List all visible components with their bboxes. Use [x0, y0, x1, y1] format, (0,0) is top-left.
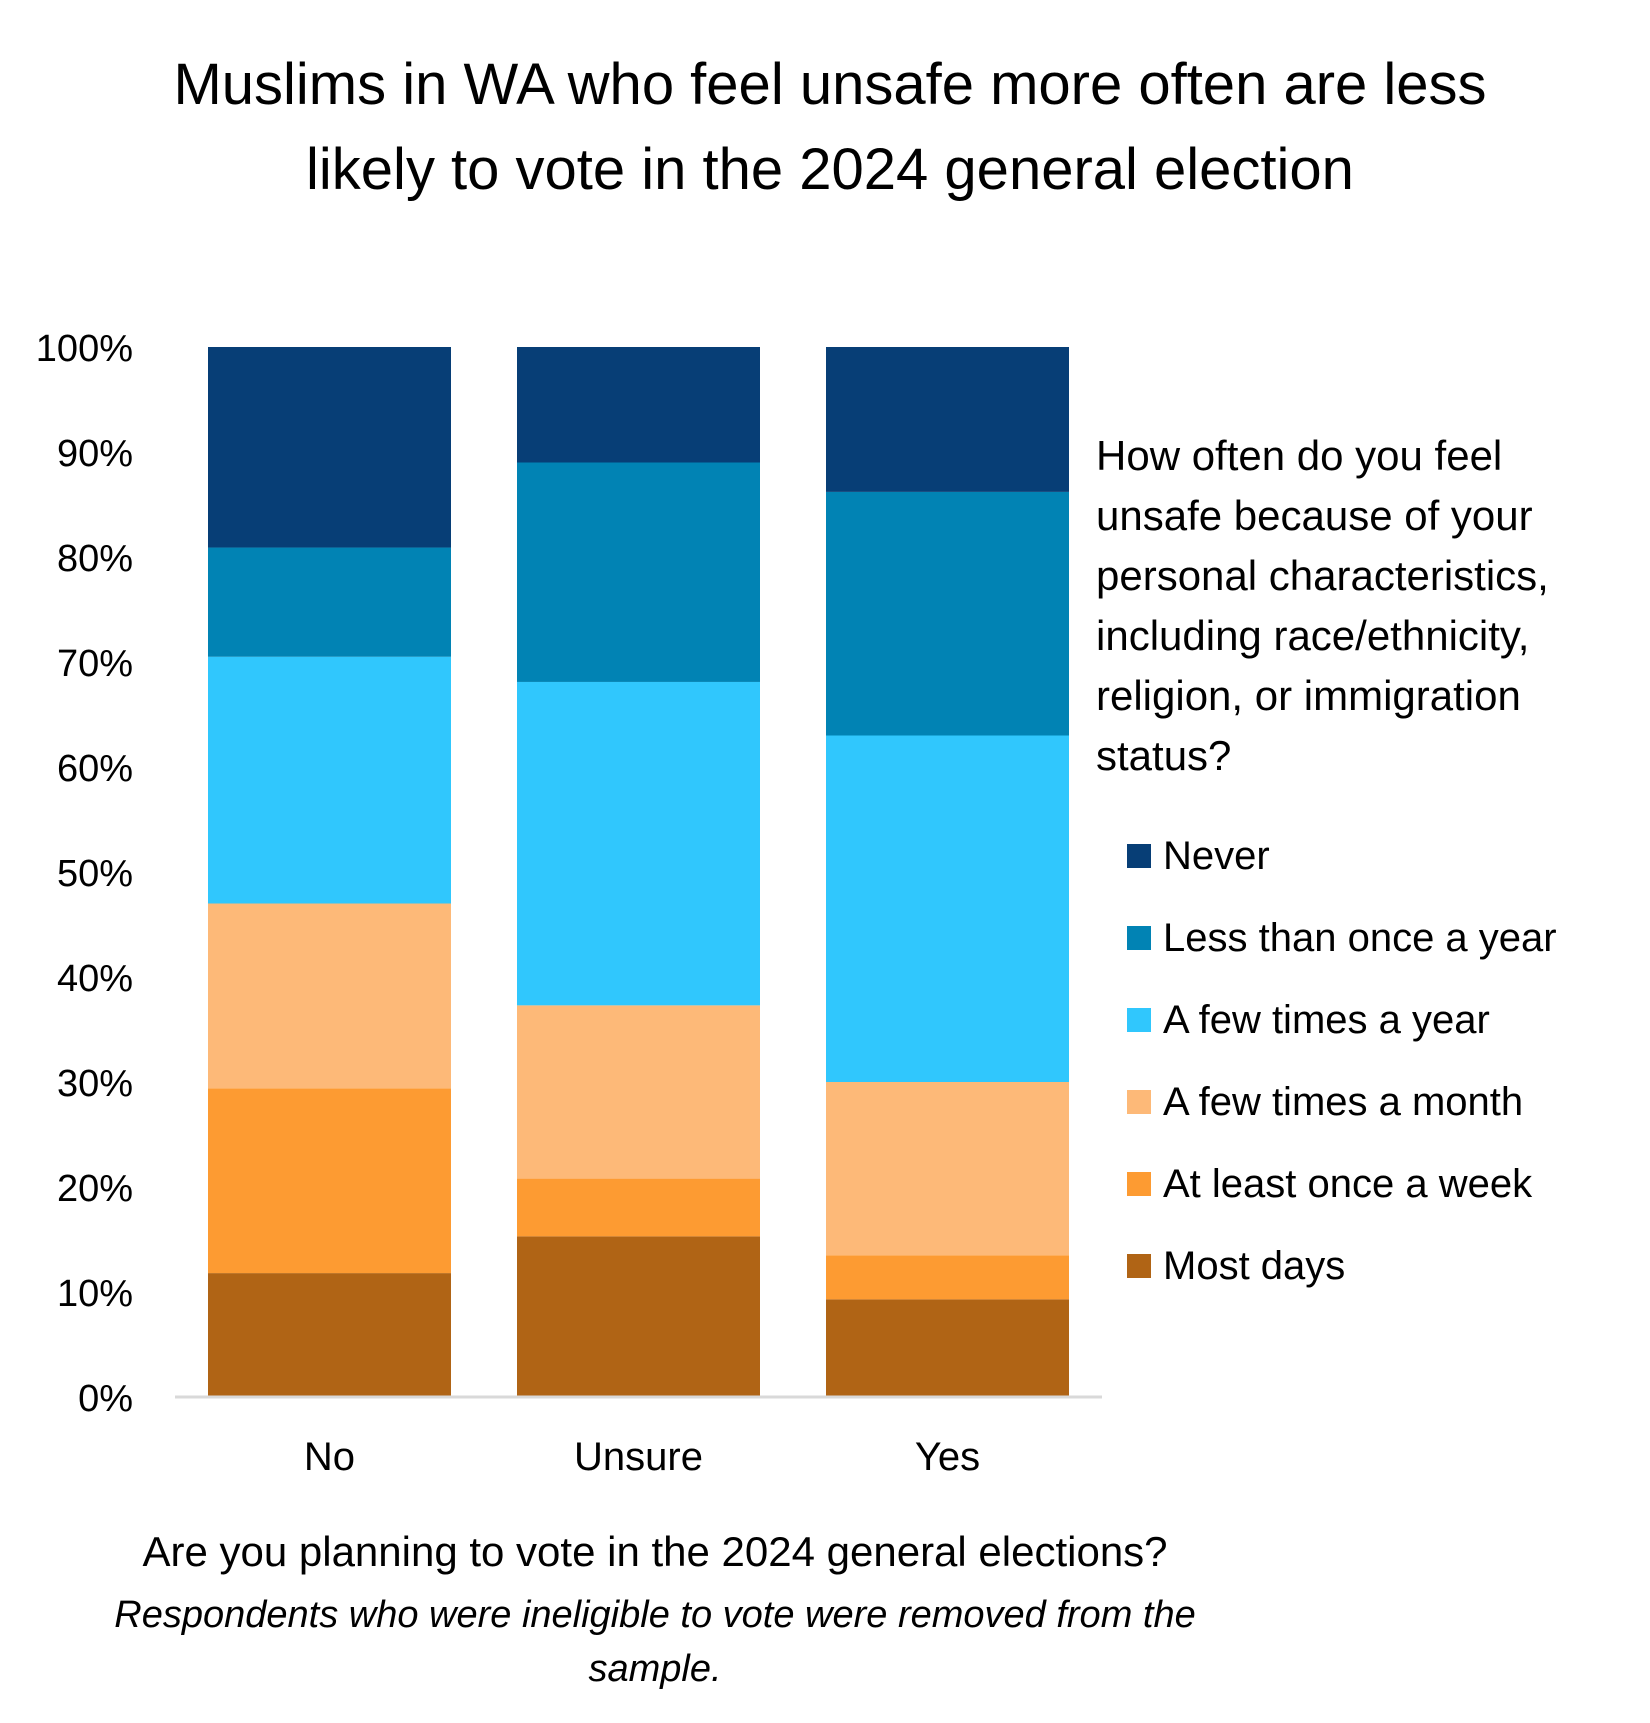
legend-swatch: [1127, 1254, 1151, 1278]
y-tick-label: 60%: [57, 748, 133, 790]
bar-segment-unsure-at-least-once-a-week: [517, 1178, 760, 1237]
y-tick-label: 40%: [57, 958, 133, 1000]
legend-swatch: [1127, 1008, 1151, 1032]
legend-label: At least once a week: [1163, 1161, 1533, 1206]
y-tick-label: 30%: [57, 1063, 133, 1105]
bar-segment-no-most-days: [208, 1273, 451, 1397]
x-axis-label: Are you planning to vote in the 2024 gen…: [142, 1528, 1168, 1575]
bar-segment-unsure-a-few-times-a-year: [517, 681, 760, 1006]
bar-segment-unsure-never: [517, 347, 760, 463]
bar-segment-no-a-few-times-a-month: [208, 903, 451, 1089]
bars-group: [208, 347, 1069, 1397]
legend-item-most-days: Most days: [1127, 1225, 1557, 1307]
legend-swatch: [1127, 1172, 1151, 1196]
y-tick-label: 10%: [57, 1273, 133, 1315]
legend-item-never: Never: [1127, 815, 1557, 897]
legend-label: A few times a year: [1163, 997, 1490, 1042]
legend-title: How often do you feel unsafe because of …: [1096, 432, 1549, 779]
legend-swatch: [1127, 1090, 1151, 1114]
legend-item-at-least-once-a-week: At least once a week: [1127, 1143, 1557, 1225]
bar-segment-unsure-less-than-once-a-year: [517, 462, 760, 682]
legend-label: A few times a month: [1163, 1079, 1524, 1124]
y-tick-label: 50%: [57, 853, 133, 895]
y-tick-label: 100%: [36, 328, 133, 370]
legend-item-a-few-times-a-month: A few times a month: [1127, 1061, 1557, 1143]
legend: Never Less than once a year A few times a …: [1127, 815, 1557, 1307]
bar-segment-yes-less-than-once-a-year: [826, 491, 1069, 736]
legend-swatch: [1127, 926, 1151, 950]
legend-swatch: [1127, 844, 1151, 868]
chart-title: Muslims in WA who feel unsafe more often…: [173, 52, 1487, 202]
y-tick-label: 90%: [57, 433, 133, 475]
bar-segment-no-at-least-once-a-week: [208, 1088, 451, 1274]
bar-segment-yes-a-few-times-a-month: [826, 1082, 1069, 1256]
y-axis-ticks: 0% 10% 20% 30% 40% 50% 60% 70% 80% 90% 100%: [36, 328, 133, 1420]
x-tick-label: Unsure: [574, 1435, 703, 1479]
y-tick-label: 70%: [57, 643, 133, 685]
legend-item-less-than-once-a-year: Less than once a year: [1127, 897, 1557, 979]
y-tick-label: 0%: [78, 1378, 133, 1420]
legend-item-a-few-times-a-year: A few times a year: [1127, 979, 1557, 1061]
bar-segment-no-a-few-times-a-year: [208, 656, 451, 904]
legend-label: Most days: [1163, 1243, 1346, 1288]
stacked-bar-plot: 0% 10% 20% 30% 40% 50% 60% 70% 80% 90% 100% No Unsu…: [36, 328, 1102, 1479]
bar-segment-yes-at-least-once-a-week: [826, 1255, 1069, 1300]
x-axis-ticks: No Unsure Yes: [304, 1435, 980, 1479]
legend-label: Less than once a year: [1163, 915, 1557, 960]
bar-segment-unsure-most-days: [517, 1236, 760, 1397]
legend-label: Never: [1163, 833, 1270, 878]
x-tick-label: No: [304, 1435, 355, 1479]
y-tick-label: 80%: [57, 538, 133, 580]
bar-segment-unsure-a-few-times-a-month: [517, 1005, 760, 1179]
x-tick-label: Yes: [915, 1435, 980, 1479]
bar-segment-yes-a-few-times-a-year: [826, 735, 1069, 1082]
bar-segment-no-never: [208, 347, 451, 548]
bar-segment-yes-never: [826, 347, 1069, 492]
sample-note: Respondents who were ineligible to vote …: [114, 1594, 1196, 1690]
bar-segment-yes-most-days: [826, 1299, 1069, 1397]
y-tick-label: 20%: [57, 1168, 133, 1210]
bar-segment-no-less-than-once-a-year: [208, 547, 451, 657]
